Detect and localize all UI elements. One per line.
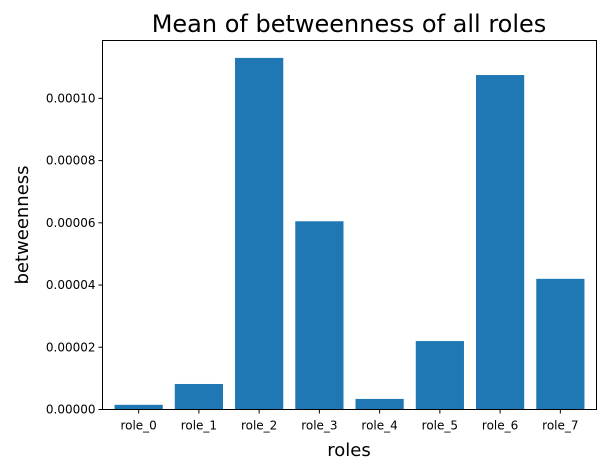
bar-role_0 <box>114 404 163 410</box>
plot-frame <box>102 40 597 410</box>
y-tick-label: 0.00006 <box>46 216 96 230</box>
bar-role_3 <box>295 221 344 410</box>
y-tick-label: 0.00000 <box>46 403 96 417</box>
y-tick-label: 0.00004 <box>46 278 96 292</box>
bars-group <box>114 57 585 410</box>
x-tick-label: role_0 <box>120 419 156 433</box>
bar-role_1 <box>174 383 223 410</box>
bar-role_6 <box>476 75 525 410</box>
x-tick-label: role_3 <box>301 419 337 433</box>
x-axis-ticks: role_0 role_1 role_2 role_3 role_4 role_5 role… <box>120 409 579 433</box>
x-tick-label: role_2 <box>241 419 277 433</box>
bar-role_7 <box>536 278 585 410</box>
bar-role_5 <box>415 341 464 410</box>
x-axis-label: roles <box>327 440 370 461</box>
bar-role_2 <box>235 57 284 410</box>
x-tick-label: role_4 <box>361 419 397 433</box>
y-tick-label: 0.00002 <box>46 340 96 354</box>
x-tick-label: role_7 <box>542 419 578 433</box>
y-axis-ticks: 0.00000 0.00002 0.00004 0.00006 0.00008 0.000… <box>46 91 103 417</box>
y-tick-label: 0.00010 <box>46 91 96 105</box>
y-axis-label: betweenness <box>12 165 33 284</box>
x-tick-label: role_5 <box>422 419 458 433</box>
bar-role_4 <box>355 398 404 410</box>
chart-title: Mean of betweenness of all roles <box>152 10 547 38</box>
x-tick-label: role_1 <box>181 419 217 433</box>
y-tick-label: 0.00008 <box>46 154 96 168</box>
x-tick-label: role_6 <box>482 419 518 433</box>
